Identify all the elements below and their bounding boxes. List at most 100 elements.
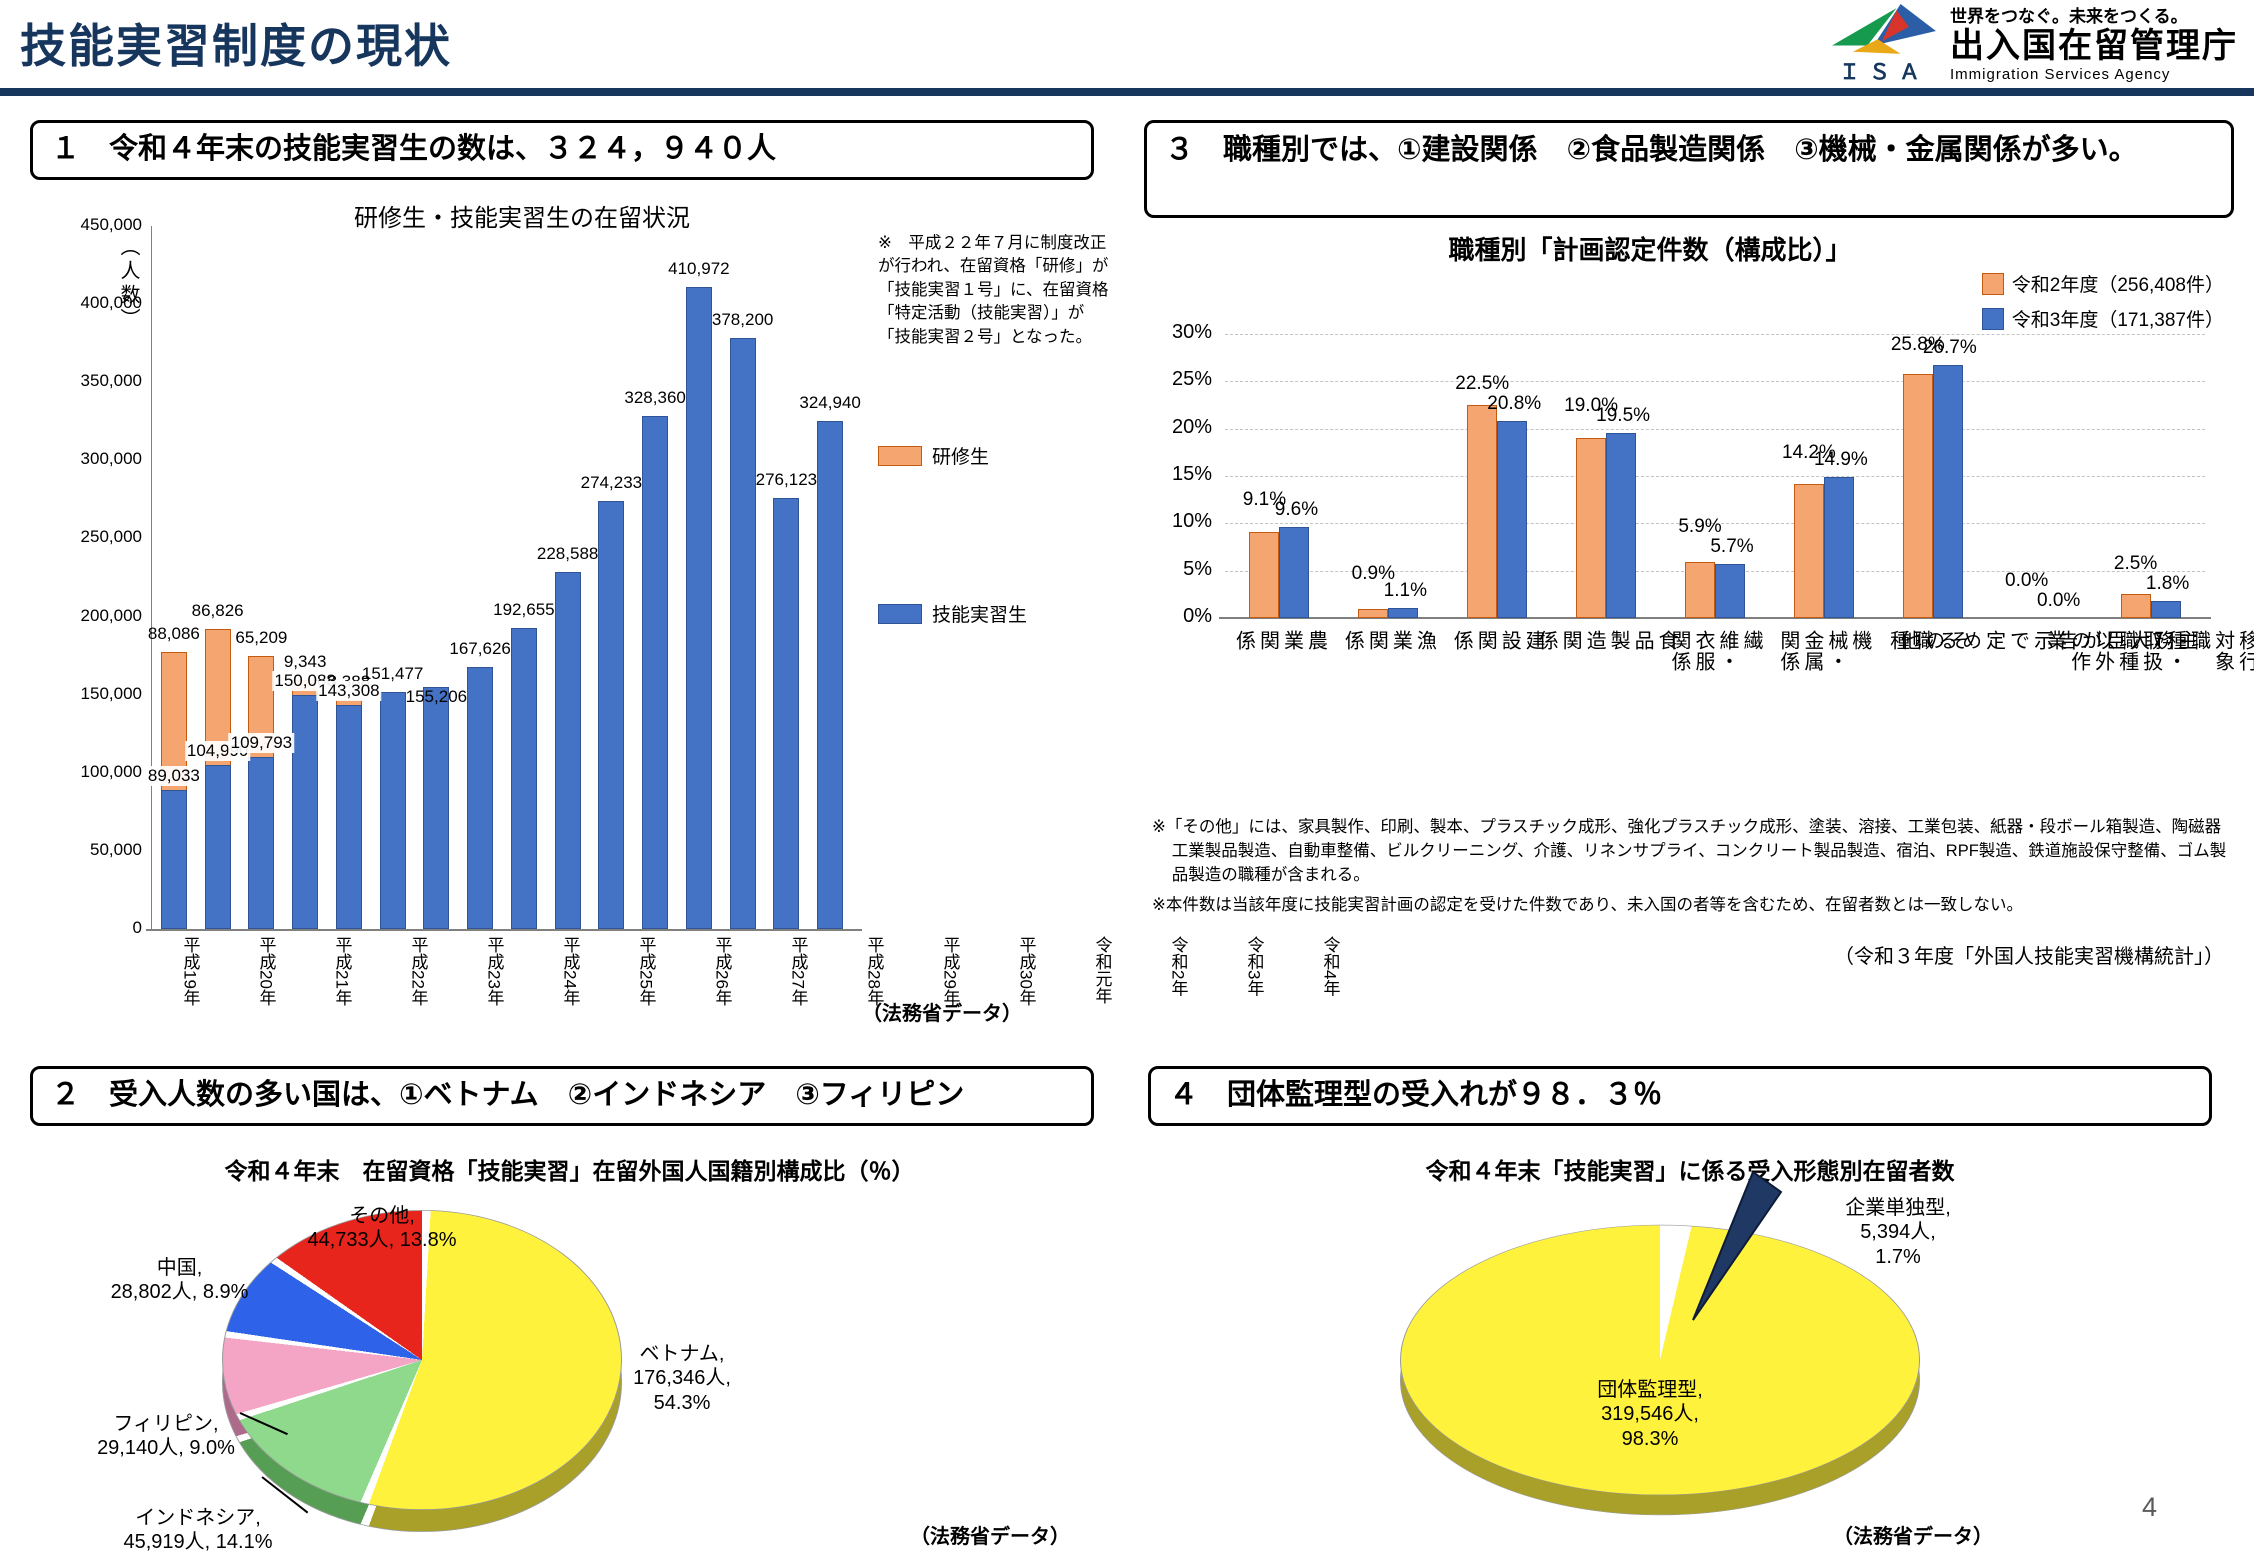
bar-value-label: 410,972 <box>668 258 730 278</box>
acceptance-pie <box>1400 1224 1920 1496</box>
page-title: 技能実習制度の現状 <box>20 20 452 72</box>
bar-value-label: 19.5% <box>1596 405 1651 427</box>
y-axis-tick: 350,000 <box>80 371 142 391</box>
legend-label-r2: 令和2年度（256,408件） <box>2011 275 2224 296</box>
isa-logo: ＩＳＡ 世界をつなぐ。未来をつくる。 出入国在留管理庁 Immigration … <box>1832 4 2238 86</box>
y-axis-tick: 100,000 <box>80 761 142 781</box>
pie2-label-vietnam: ベトナム, 176,346人, 54.3% <box>582 1342 782 1415</box>
y-axis-tick: 150,000 <box>80 683 142 703</box>
legend-swatch-kenshusei <box>878 445 922 466</box>
y-axis-tick: 400,000 <box>80 293 142 313</box>
pie-slice-pct: 98.3% <box>1621 1427 1679 1450</box>
category-label: 繊維・衣服関係 <box>1668 630 1762 672</box>
pie-slice-name: 中国, <box>156 1257 203 1279</box>
bar-group-主務大臣が告示で定める職種: 0.0% 0.0% 主務大臣が告示で定める職種 <box>1887 334 2197 651</box>
isa-logo-mark: ＩＳＡ <box>1832 4 1936 86</box>
y-axis-tick: 0% <box>1183 605 1212 627</box>
bar-平成25年: 155,206 <box>406 226 467 929</box>
agency-name-en: Immigration Services Agency <box>1950 65 2171 83</box>
isa-logo-letters: ＩＳＡ <box>1839 61 1929 84</box>
y-axis-tick: 15% <box>1171 463 1212 485</box>
pie-slice-name: その他, <box>349 1205 415 1227</box>
bar-平成29年: 274,233 <box>581 226 642 929</box>
bar-segment-jisshusei <box>335 705 362 929</box>
chart1-y-axis-label: （人数） <box>117 236 139 332</box>
bar-value-label: 0.0% <box>2005 570 2049 591</box>
chart1-x-axis-line <box>146 929 862 931</box>
bar-令和2年度（256,408件） <box>1685 562 1715 618</box>
x-axis-label: 平成25年 <box>636 936 656 1006</box>
bar-令和3年度（171,387件） <box>1279 527 1310 618</box>
bar-令和3年度（171,387件） <box>1823 476 1854 618</box>
bar-value-label: 22.5% <box>1455 373 1510 395</box>
bar-segment-jisshusei <box>773 497 800 929</box>
y-axis-tick: 450,000 <box>80 215 142 234</box>
x-axis-label: 平成23年 <box>484 936 504 1006</box>
bar-令和2年度（256,408件） <box>1576 438 1607 618</box>
pie-slice-value: 45,919人, 14.1% <box>123 1531 273 1554</box>
chart3-legend: 令和2年度（256,408件） 令和3年度（171,387件） <box>1981 270 2224 332</box>
legend-swatch-r3 <box>1981 307 2004 330</box>
x-axis-label: 平成27年 <box>788 936 808 1006</box>
bar-segment-jisshusei <box>817 421 844 929</box>
chart1-y-axis-line <box>151 226 152 929</box>
chart3-x-axis-line <box>1219 617 2211 619</box>
bar-value-label: 109,793 <box>228 733 295 754</box>
category-label: その他 <box>1897 630 1968 651</box>
bar-group-漁業関係: 0.9% 1.1% 漁業関係 <box>1334 334 1443 651</box>
nationality-pie <box>222 1210 622 1510</box>
pie-slice-pct: 54.3% <box>653 1391 711 1414</box>
bar-value-label: 167,626 <box>449 639 511 659</box>
bar-令和3年度（171,387件） <box>1388 607 1419 618</box>
agency-name-block: 世界をつなぐ。未来をつくる。 出入国在留管理庁 Immigration Serv… <box>1950 7 2238 83</box>
bar-segment-jisshusei <box>729 338 756 929</box>
x-axis-label: 平成30年 <box>1016 936 1036 1006</box>
x-axis-label: 平成21年 <box>332 936 352 1006</box>
bar-value-label: 88,086 <box>147 624 200 644</box>
bar-value-label: 378,200 <box>711 310 774 330</box>
pie-slice-value: 319,546人, <box>1601 1403 1699 1426</box>
y-axis-tick: 10% <box>1171 510 1212 533</box>
agency-tagline: 世界をつなぐ。未来をつくる。 <box>1950 7 2188 27</box>
x-axis-label: 平成29年 <box>940 936 960 1006</box>
bar-令和3年度（171,387件） <box>1715 564 1745 618</box>
category-label: 農業関係 <box>1232 630 1327 651</box>
pie2-label-sonota: その他, 44,733人, 13.8% <box>272 1204 492 1253</box>
bar-value-label: 1.1% <box>1383 579 1427 601</box>
pie-slice-value: 28,802人, 8.9% <box>110 1281 249 1304</box>
bar-value-label: 192,655 <box>493 600 555 620</box>
bar-平成28年: 228,588 <box>537 226 598 929</box>
bar-value-label: 9,343 <box>283 651 327 671</box>
y-axis-tick: 25% <box>1171 368 1212 391</box>
bar-令和2年: 378,200 <box>712 226 773 929</box>
pie-slice-value: 44,733人, 13.8% <box>307 1229 457 1252</box>
y-axis-tick: 30% <box>1171 321 1212 343</box>
chart3-note-2: ※本件数は当該年度に技能実習計画の認定を受けた件数であり、未入国の者等を含むため… <box>1152 895 2024 914</box>
bar-令和元年: 410,972 <box>668 226 730 929</box>
bar-平成24年: 151,477 <box>362 226 423 929</box>
pie-slice-value: 29,140人, 9.0% <box>97 1437 235 1460</box>
bar-segment-jisshusei <box>423 686 450 929</box>
bar-value-label: 14.9% <box>1813 448 1868 470</box>
chart3-note-1: ※「その他」には、家具製作、印刷、製本、プラスチック成形、強化プラスチック成形、… <box>1152 818 2227 884</box>
bar-平成23年: 3,388143,308 <box>316 226 382 929</box>
legend-swatch-r2 <box>1981 272 2004 295</box>
acceptance-pie-exploded-slice <box>1692 1172 1783 1321</box>
bar-令和3年度（171,387件） <box>1932 365 1963 618</box>
x-axis-label: 平成20年 <box>256 936 276 1006</box>
bar-令和3年度（171,387件） <box>1497 421 1528 618</box>
legend-item-r2: 令和2年度（256,408件） <box>1981 270 2224 297</box>
bar-value-label: 2.5% <box>2113 552 2158 574</box>
pie2-label-china: 中国, 28,802人, 8.9% <box>72 1256 287 1305</box>
gridline <box>1225 334 2205 335</box>
bar-平成30年: 328,360 <box>624 226 686 929</box>
section-1-panel: １ 令和４年末の技能実習生の数は、３２４，９４０人 研修生・技能実習生の在留状況… <box>22 104 1340 1054</box>
bar-令和3年度（171,387件） <box>1606 433 1637 618</box>
x-axis-label: 平成24年 <box>560 936 580 1006</box>
category-label: 漁業関係 <box>1341 630 1436 651</box>
bar-value-label: 5.9% <box>1678 516 1722 538</box>
bar-value-label: 14.2% <box>1781 442 1836 464</box>
category-label: 建設関係 <box>1450 630 1545 651</box>
pie2-source: （法務省データ） <box>910 1526 1070 1548</box>
bar-平成20年: 86,826 104,990 <box>184 226 251 929</box>
